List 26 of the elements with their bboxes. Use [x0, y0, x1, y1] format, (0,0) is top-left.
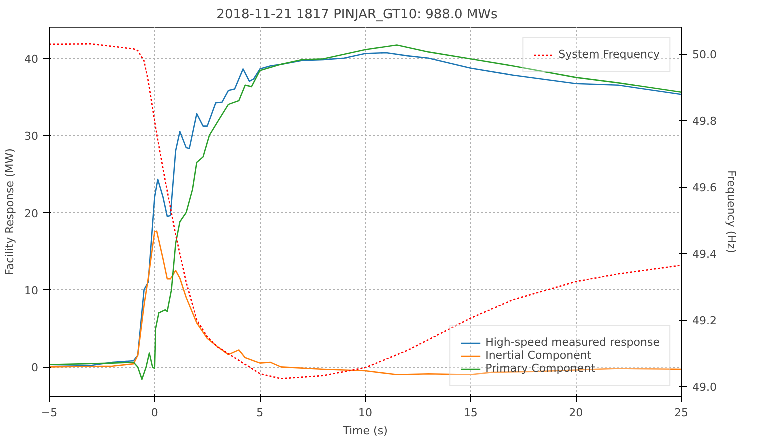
- x-axis-title: Time (s): [342, 424, 388, 438]
- y2-tick-label: 49.6: [692, 182, 717, 195]
- x-tick-label: 20: [569, 406, 584, 420]
- chart-title: 2018-11-21 1817 PINJAR_GT10: 988.0 MWs: [216, 8, 498, 22]
- x-tick-label: 0: [151, 406, 158, 420]
- y2-tick-label: 49.4: [692, 248, 717, 262]
- y-tick-label: 40: [24, 52, 39, 66]
- x-tick-label: 10: [358, 406, 372, 420]
- y2-tick-label: 50.0: [692, 48, 717, 62]
- legend-label: High-speed measured response: [486, 336, 660, 349]
- x-tick-label: 25: [674, 406, 688, 420]
- y-tick-label: 0: [32, 362, 38, 375]
- y-axis-title: Facility Response (MW): [4, 148, 17, 276]
- y-tick-label: 30: [24, 130, 39, 144]
- y-tick-label: 20: [24, 207, 39, 220]
- x-tick-label: 5: [256, 406, 264, 420]
- y-tick-label: 10: [24, 284, 39, 298]
- y2-tick-label: 49.2: [692, 314, 717, 328]
- y2-tick-label: 49.8: [692, 115, 717, 128]
- line-series: [50, 230, 682, 376]
- legend-label: System Frequency: [558, 48, 660, 61]
- y2-tick-label: 49.0: [692, 381, 717, 394]
- x-tick-label: 15: [464, 406, 478, 420]
- legend-label: Inertial Component: [486, 349, 592, 362]
- x-tick-label: −5: [41, 406, 58, 420]
- y2-axis-title: Frequency (Hz): [724, 170, 738, 254]
